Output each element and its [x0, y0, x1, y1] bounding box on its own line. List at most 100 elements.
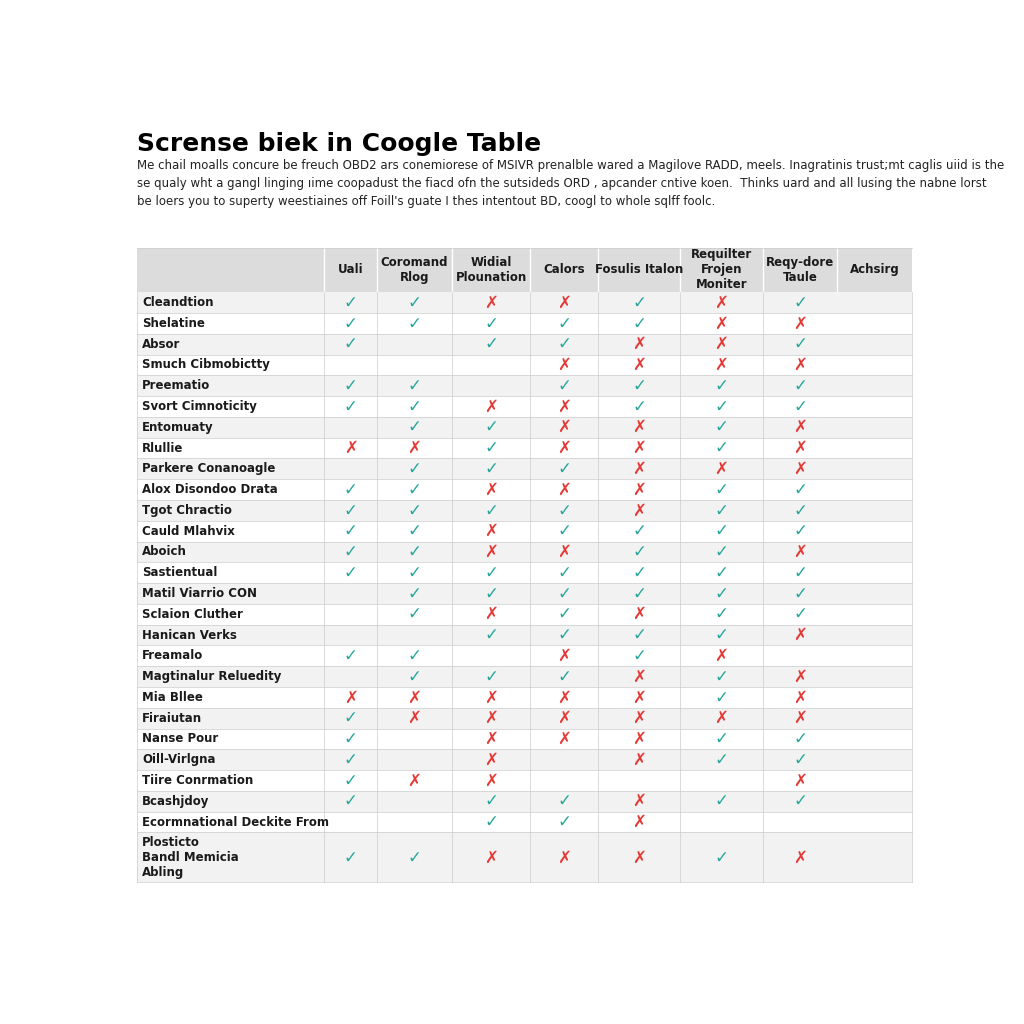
Text: ✓: ✓: [408, 543, 421, 561]
Text: ✗: ✗: [793, 439, 807, 457]
Text: ✗: ✗: [793, 771, 807, 790]
Text: ✓: ✓: [793, 585, 807, 602]
Text: ✓: ✓: [344, 335, 357, 353]
Text: ✓: ✓: [557, 668, 571, 686]
Text: ✗: ✗: [484, 522, 498, 541]
Text: ✗: ✗: [484, 397, 498, 416]
Text: ✓: ✓: [408, 668, 421, 686]
Text: ✓: ✓: [344, 543, 357, 561]
Text: ✓: ✓: [408, 314, 421, 333]
Bar: [137, 708, 912, 729]
Text: ✓: ✓: [408, 419, 421, 436]
Bar: [137, 645, 912, 667]
Text: Tiire Conrmation: Tiire Conrmation: [142, 774, 253, 787]
Text: ✓: ✓: [715, 522, 728, 541]
Text: ✓: ✓: [632, 294, 646, 311]
Text: ✓: ✓: [344, 294, 357, 311]
Text: Uali: Uali: [338, 263, 364, 276]
Bar: [137, 334, 912, 354]
Text: ✓: ✓: [557, 585, 571, 602]
Text: ✓: ✓: [715, 397, 728, 416]
Text: Bcashjdoy: Bcashjdoy: [142, 795, 209, 808]
Text: ✗: ✗: [484, 710, 498, 727]
Text: Nanse Pour: Nanse Pour: [142, 732, 218, 745]
Text: Entomuaty: Entomuaty: [142, 421, 214, 434]
Text: ✓: ✓: [484, 502, 498, 519]
Text: ✗: ✗: [557, 419, 571, 436]
Text: ✓: ✓: [344, 730, 357, 748]
Bar: [137, 459, 912, 479]
Text: ✗: ✗: [557, 688, 571, 707]
Text: ✗: ✗: [793, 710, 807, 727]
Text: ✗: ✗: [408, 771, 421, 790]
Text: ✓: ✓: [484, 793, 498, 810]
Text: Smuch Cibmobictty: Smuch Cibmobictty: [142, 358, 270, 372]
Text: ✓: ✓: [344, 564, 357, 582]
Text: ✗: ✗: [715, 710, 728, 727]
Text: ✓: ✓: [344, 502, 357, 519]
Text: ✗: ✗: [793, 688, 807, 707]
Text: ✓: ✓: [408, 480, 421, 499]
Text: ✓: ✓: [408, 849, 421, 866]
Text: ✓: ✓: [632, 585, 646, 602]
Text: ✓: ✓: [632, 377, 646, 395]
Text: Shelatine: Shelatine: [142, 317, 205, 330]
Text: ✗: ✗: [793, 314, 807, 333]
Text: ✗: ✗: [793, 626, 807, 644]
Text: ✓: ✓: [344, 647, 357, 665]
Bar: [137, 500, 912, 521]
Text: ✗: ✗: [793, 419, 807, 436]
Text: ✗: ✗: [484, 605, 498, 624]
Text: Scrense biek in Coogle Table: Scrense biek in Coogle Table: [137, 132, 542, 156]
Text: Rlullie: Rlullie: [142, 441, 183, 455]
Text: ✗: ✗: [793, 849, 807, 866]
Bar: [137, 521, 912, 542]
Text: ✓: ✓: [484, 564, 498, 582]
Text: ✓: ✓: [344, 751, 357, 769]
Text: ✓: ✓: [793, 751, 807, 769]
Text: ✓: ✓: [557, 564, 571, 582]
Text: Parkere Conanoagle: Parkere Conanoagle: [142, 463, 275, 475]
Bar: [137, 313, 912, 334]
Text: ✓: ✓: [408, 460, 421, 478]
Text: ✓: ✓: [344, 480, 357, 499]
Text: ✓: ✓: [557, 626, 571, 644]
Text: ✗: ✗: [632, 730, 646, 748]
Text: Preematio: Preematio: [142, 379, 210, 392]
Text: ✓: ✓: [557, 522, 571, 541]
Bar: [137, 354, 912, 376]
Text: ✓: ✓: [715, 480, 728, 499]
Text: ✓: ✓: [793, 397, 807, 416]
Text: ✗: ✗: [632, 502, 646, 519]
Text: Absor: Absor: [142, 338, 180, 351]
Text: ✓: ✓: [408, 585, 421, 602]
Text: ✗: ✗: [557, 543, 571, 561]
Bar: [137, 791, 912, 812]
Text: ✗: ✗: [715, 335, 728, 353]
Text: ✓: ✓: [408, 294, 421, 311]
Text: ✗: ✗: [715, 356, 728, 374]
Text: ✓: ✓: [344, 849, 357, 866]
Text: ✗: ✗: [557, 397, 571, 416]
Text: ✓: ✓: [484, 460, 498, 478]
Text: ✗: ✗: [557, 294, 571, 311]
Text: ✓: ✓: [484, 626, 498, 644]
Text: ✓: ✓: [715, 502, 728, 519]
Text: ✗: ✗: [632, 480, 646, 499]
Text: Calors: Calors: [544, 263, 585, 276]
Text: ✗: ✗: [793, 668, 807, 686]
Text: ✓: ✓: [632, 522, 646, 541]
Text: ✓: ✓: [344, 397, 357, 416]
Text: ✓: ✓: [557, 502, 571, 519]
Text: Magtinalur Reluedity: Magtinalur Reluedity: [142, 670, 282, 683]
Text: Achsirg: Achsirg: [850, 263, 900, 276]
Text: ✗: ✗: [632, 793, 646, 810]
Text: ✗: ✗: [715, 460, 728, 478]
Text: ✓: ✓: [344, 793, 357, 810]
Bar: [137, 625, 912, 645]
Text: Aboich: Aboich: [142, 546, 186, 558]
Text: Cauld Mlahvix: Cauld Mlahvix: [142, 524, 234, 538]
Text: ✓: ✓: [557, 793, 571, 810]
Text: ✗: ✗: [557, 439, 571, 457]
Text: ✗: ✗: [557, 647, 571, 665]
